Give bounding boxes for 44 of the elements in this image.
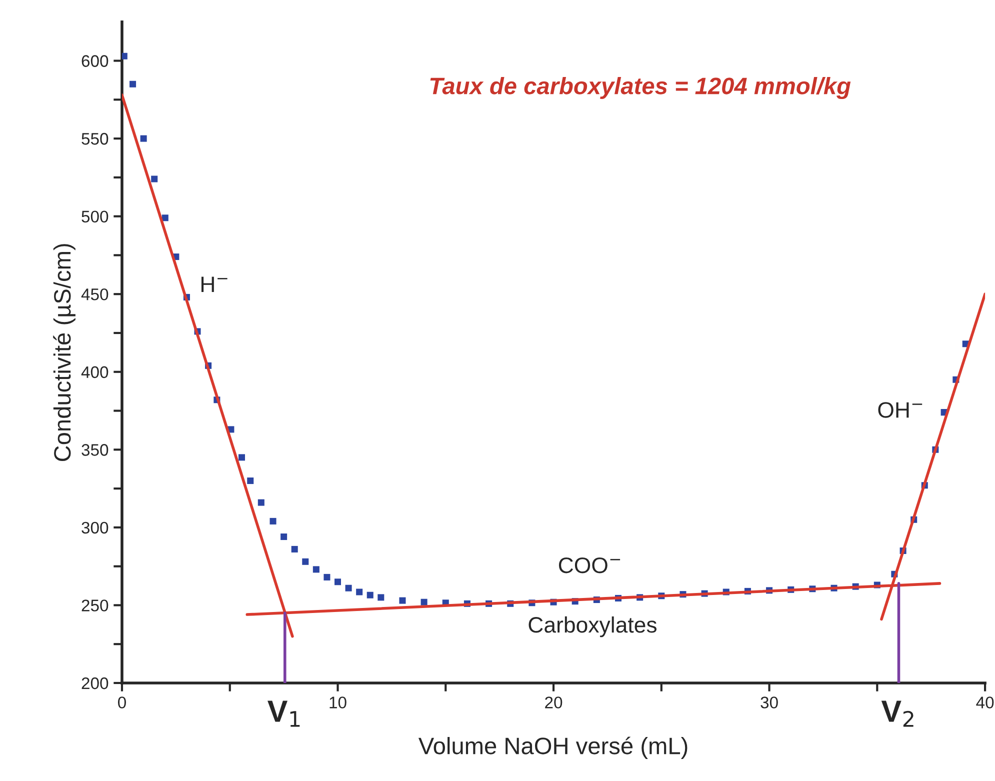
point bbox=[312, 566, 320, 573]
y-tick-label: 300 bbox=[82, 522, 108, 534]
point bbox=[345, 584, 352, 592]
annotation: Carboxylates bbox=[528, 616, 657, 638]
y-tick-label: 200 bbox=[82, 677, 108, 690]
x-axis-title: Volume NaOH versé (mL) bbox=[418, 736, 688, 759]
point bbox=[378, 594, 384, 601]
point bbox=[258, 499, 264, 506]
y-tick-label: 350 bbox=[82, 444, 108, 456]
annotation: H$^{−}$ bbox=[201, 276, 228, 292]
point bbox=[122, 52, 128, 60]
y-tick-label: 550 bbox=[82, 132, 108, 145]
point bbox=[140, 135, 147, 142]
point bbox=[291, 546, 298, 552]
point bbox=[324, 574, 330, 580]
annotation: COO$^{−}$ bbox=[558, 557, 620, 574]
annotation: OH$^{−}$ bbox=[878, 402, 922, 418]
point bbox=[366, 592, 374, 598]
y-axis-title: Conductivité (µS/cm) bbox=[53, 244, 76, 462]
y-tick-label: 400 bbox=[81, 366, 108, 378]
y-tick-label: 250 bbox=[82, 600, 108, 612]
point bbox=[270, 518, 276, 524]
point bbox=[130, 80, 136, 88]
y-tick-label: 450 bbox=[81, 288, 108, 300]
y-tick-label: 600 bbox=[82, 55, 108, 67]
x-tick-label: 20 bbox=[545, 696, 562, 708]
point bbox=[162, 214, 168, 222]
x-tick-label: 10 bbox=[330, 696, 346, 708]
point bbox=[247, 478, 254, 484]
point bbox=[420, 598, 428, 606]
point bbox=[399, 597, 406, 604]
point bbox=[151, 176, 158, 182]
point bbox=[334, 578, 342, 586]
y-tick-label: 500 bbox=[82, 210, 108, 223]
x-tick-label: 30 bbox=[760, 696, 778, 708]
point bbox=[356, 588, 363, 596]
annotation: V$_{2}$ bbox=[881, 700, 914, 727]
text: Taux de carboxylates = 1204 mmol/kg bbox=[430, 76, 851, 99]
point bbox=[280, 534, 288, 540]
point bbox=[302, 558, 309, 565]
x-tick-label: 40 bbox=[976, 696, 994, 708]
annotation: V$_{1}$ bbox=[268, 700, 300, 727]
point bbox=[238, 454, 245, 461]
x-tick-label: 0 bbox=[118, 696, 126, 708]
